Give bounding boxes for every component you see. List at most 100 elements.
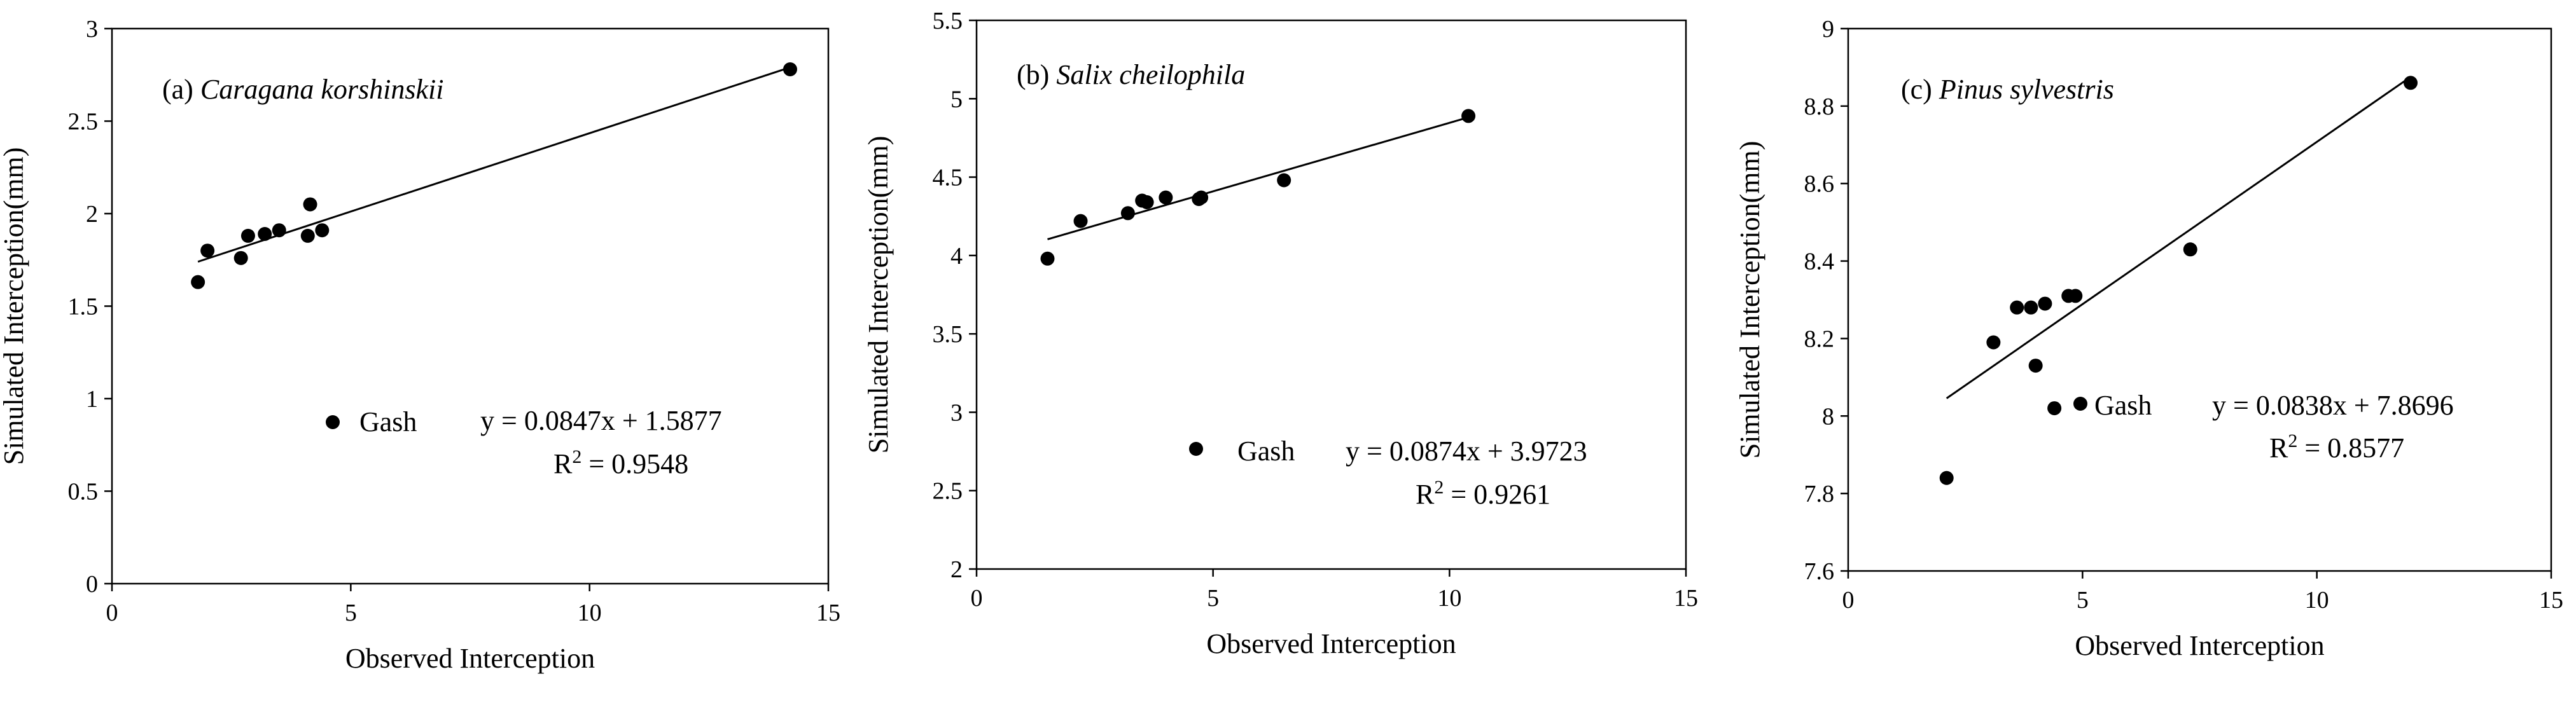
panel-letter: (c) [1901, 74, 1939, 105]
x-axis-title: Observed Interception [1206, 628, 1456, 659]
legend-marker [2073, 397, 2087, 411]
y-tick-label: 3.5 [933, 321, 963, 348]
data-point [2047, 401, 2062, 416]
y-tick-label: 8.4 [1804, 249, 1835, 275]
y-tick-label: 3 [86, 16, 98, 43]
species-name: Caragana korshinskii [200, 74, 444, 105]
r-squared-superscript: 2 [2288, 430, 2297, 451]
x-tick-label: 0 [971, 585, 983, 612]
y-tick-label: 5 [950, 86, 963, 113]
x-tick-label: 10 [2305, 587, 2329, 614]
x-tick-label: 5 [1207, 585, 1219, 612]
x-tick-label: 15 [2539, 587, 2563, 614]
x-tick-label: 5 [2077, 587, 2089, 614]
data-point [1159, 190, 1173, 205]
y-tick-label: 7.6 [1804, 558, 1835, 585]
r-squared-label: R [553, 448, 573, 479]
y-axis-title: Simulated Interception(mm) [1734, 141, 1765, 459]
y-tick-label: 7.8 [1804, 481, 1835, 507]
legend-label: Gash [359, 406, 417, 437]
species-name: Salix cheilophila [1056, 59, 1245, 90]
r-squared-value: = 0.9548 [581, 448, 688, 479]
trendline [1047, 116, 1469, 240]
plot-frame [1847, 27, 2552, 572]
y-tick-label: 4 [950, 243, 963, 270]
r-squared-superscript: 2 [1434, 477, 1444, 498]
data-point [303, 197, 317, 212]
fit-equation: y = 0.0874x + 3.9723 [1346, 436, 1587, 467]
data-point [1461, 109, 1476, 123]
x-tick-label: 0 [106, 600, 118, 626]
data-point [1277, 173, 1291, 188]
panel-label: (b) Salix cheilophila [1017, 59, 1245, 90]
r-squared-value: = 0.8577 [2297, 432, 2404, 463]
y-tick-label: 2 [950, 556, 963, 583]
plot-frame [975, 19, 1687, 570]
data-point [191, 275, 205, 289]
y-tick-label: 8.6 [1804, 171, 1835, 198]
panel-label: (c) Pinus sylvestris [1901, 74, 2114, 105]
r-squared: R2 = 0.9548 [553, 446, 688, 479]
y-axis-title: Simulated Interception(mm) [0, 148, 29, 465]
fit-equation: y = 0.0838x + 7.8696 [2212, 390, 2454, 421]
panel-2: 0 5 10 15 2 2.5 3 3.5 4 4.5 5 5.5 Observed Intercept… [863, 8, 1698, 659]
data-point [1939, 470, 1954, 485]
data-point [2404, 76, 2418, 90]
x-tick-label: 0 [1842, 587, 1855, 614]
x-tick-label: 15 [1674, 585, 1698, 612]
data-point [240, 228, 255, 243]
legend-label: Gash [1237, 436, 1295, 467]
data-point [233, 251, 248, 265]
panel-letter: (b) [1017, 59, 1056, 90]
y-tick-label: 8.2 [1804, 326, 1835, 352]
y-tick-label: 2.5 [933, 478, 963, 505]
data-point [2038, 296, 2052, 311]
data-point [2028, 359, 2043, 373]
y-tick-label: 2.5 [68, 109, 99, 135]
data-point [2010, 300, 2024, 315]
x-axis-title: Observed Interception [345, 643, 595, 674]
trendline [197, 66, 791, 263]
y-tick-label: 1.5 [68, 294, 99, 320]
y-tick-label: 9 [1822, 16, 1834, 43]
data-point [1986, 335, 2001, 350]
y-tick-label: 4.5 [933, 165, 963, 191]
panel-3: 0 5 10 15 7.6 7.8 8 8.2 8.4 8.6 8.8 9 Observed Inter… [1734, 16, 2563, 661]
r-squared-superscript: 2 [572, 446, 581, 467]
panel-letter: (a) [162, 74, 200, 105]
data-point [1073, 214, 1088, 228]
panel-1: 0 5 10 15 0 0.5 1 1.5 2 2.5 3 Observed Interception… [0, 16, 840, 674]
trendline [1946, 76, 2411, 399]
y-axis-title: Simulated Interception(mm) [863, 136, 894, 454]
data-point [2183, 242, 2197, 257]
r-squared-value: = 0.9261 [1444, 479, 1550, 510]
data-point [272, 223, 286, 238]
data-point [200, 244, 215, 258]
species-name: Pinus sylvestris [1939, 74, 2114, 105]
y-tick-label: 3 [950, 399, 963, 426]
data-point [1120, 206, 1135, 221]
y-tick-label: 8 [1822, 403, 1834, 430]
y-tick-label: 1 [86, 386, 98, 413]
y-tick-label: 0.5 [68, 479, 99, 505]
data-point [315, 223, 330, 238]
legend-label: Gash [2094, 390, 2152, 421]
data-point [1040, 251, 1055, 266]
y-tick-label: 2 [86, 201, 98, 228]
r-squared: R2 = 0.9261 [1416, 477, 1550, 510]
data-point [1194, 190, 1209, 205]
x-tick-label: 10 [1437, 585, 1461, 612]
y-tick-label: 5.5 [933, 8, 963, 34]
legend-marker [1189, 442, 1203, 456]
panel-label: (a) Caragana korshinskii [162, 74, 443, 105]
fit-equation: y = 0.0847x + 1.5877 [480, 405, 722, 436]
data-point [783, 62, 797, 77]
data-point [1139, 195, 1154, 210]
x-tick-label: 15 [816, 600, 840, 626]
data-point [258, 227, 272, 242]
plot-frame [111, 27, 830, 585]
x-axis-title: Observed Interception [2075, 630, 2324, 661]
x-tick-label: 10 [578, 600, 602, 626]
r-squared-label: R [2269, 432, 2288, 463]
